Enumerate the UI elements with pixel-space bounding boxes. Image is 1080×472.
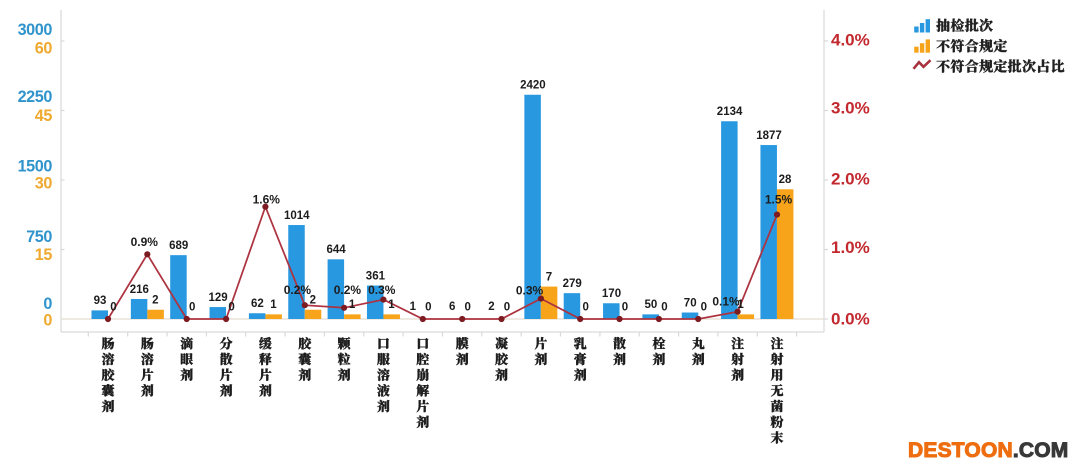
- svg-text:279: 279: [563, 278, 582, 290]
- svg-text:45: 45: [35, 107, 53, 125]
- svg-text:60: 60: [35, 39, 53, 57]
- svg-text:0: 0: [582, 302, 588, 314]
- svg-text:0: 0: [701, 302, 707, 314]
- svg-text:0: 0: [43, 312, 52, 330]
- svg-text:1: 1: [410, 301, 417, 313]
- svg-text:2: 2: [488, 301, 494, 313]
- svg-text:3.0%: 3.0%: [831, 99, 870, 118]
- svg-text:1877: 1877: [756, 130, 782, 142]
- svg-text:2250: 2250: [18, 88, 53, 106]
- svg-text:689: 689: [169, 240, 188, 252]
- svg-text:1: 1: [270, 299, 277, 311]
- svg-text:129: 129: [209, 292, 228, 304]
- svg-text:2.0%: 2.0%: [831, 170, 870, 189]
- svg-text:1.5%: 1.5%: [765, 193, 793, 207]
- svg-text:0.0%: 0.0%: [831, 310, 870, 329]
- svg-text:1: 1: [737, 299, 744, 311]
- svg-text:0: 0: [425, 302, 431, 314]
- svg-text:2420: 2420: [520, 80, 546, 92]
- svg-text:1: 1: [388, 299, 395, 311]
- svg-text:4.0%: 4.0%: [831, 31, 870, 50]
- svg-text:0.1%: 0.1%: [712, 295, 740, 309]
- svg-text:0.2%: 0.2%: [284, 283, 312, 297]
- svg-text:2: 2: [310, 295, 316, 307]
- svg-text:644: 644: [327, 244, 347, 256]
- svg-text:2134: 2134: [717, 106, 743, 118]
- svg-text:0.2%: 0.2%: [334, 283, 362, 297]
- svg-text:0: 0: [189, 302, 195, 314]
- svg-text:93: 93: [94, 295, 107, 307]
- svg-text:70: 70: [684, 297, 697, 309]
- svg-text:0: 0: [43, 295, 52, 313]
- svg-text:15: 15: [35, 246, 53, 264]
- svg-text:0: 0: [661, 302, 667, 314]
- svg-text:361: 361: [366, 270, 386, 282]
- svg-text:1: 1: [349, 299, 356, 311]
- svg-text:2: 2: [152, 295, 158, 307]
- svg-text:0.9%: 0.9%: [131, 235, 159, 249]
- svg-text:0: 0: [228, 302, 234, 314]
- svg-text:50: 50: [645, 299, 658, 311]
- svg-text:170: 170: [602, 288, 621, 300]
- svg-text:1500: 1500: [18, 158, 53, 176]
- svg-text:750: 750: [26, 228, 52, 246]
- svg-text:1.6%: 1.6%: [253, 193, 281, 207]
- svg-text:216: 216: [130, 284, 149, 296]
- svg-text:DESTOON.COM: DESTOON.COM: [908, 439, 1069, 462]
- svg-text:62: 62: [251, 298, 264, 310]
- svg-text:6: 6: [449, 301, 455, 313]
- svg-text:1.0%: 1.0%: [831, 238, 870, 257]
- svg-text:0.3%: 0.3%: [368, 283, 396, 297]
- svg-text:28: 28: [779, 174, 792, 186]
- svg-text:0: 0: [504, 302, 510, 314]
- svg-text:1014: 1014: [284, 210, 310, 222]
- svg-text:0: 0: [622, 302, 628, 314]
- svg-text:0.3%: 0.3%: [516, 283, 544, 297]
- svg-text:7: 7: [546, 271, 552, 283]
- svg-text:30: 30: [35, 175, 53, 193]
- svg-text:3000: 3000: [18, 21, 53, 39]
- svg-text:0: 0: [110, 302, 116, 314]
- svg-text:0: 0: [464, 302, 470, 314]
